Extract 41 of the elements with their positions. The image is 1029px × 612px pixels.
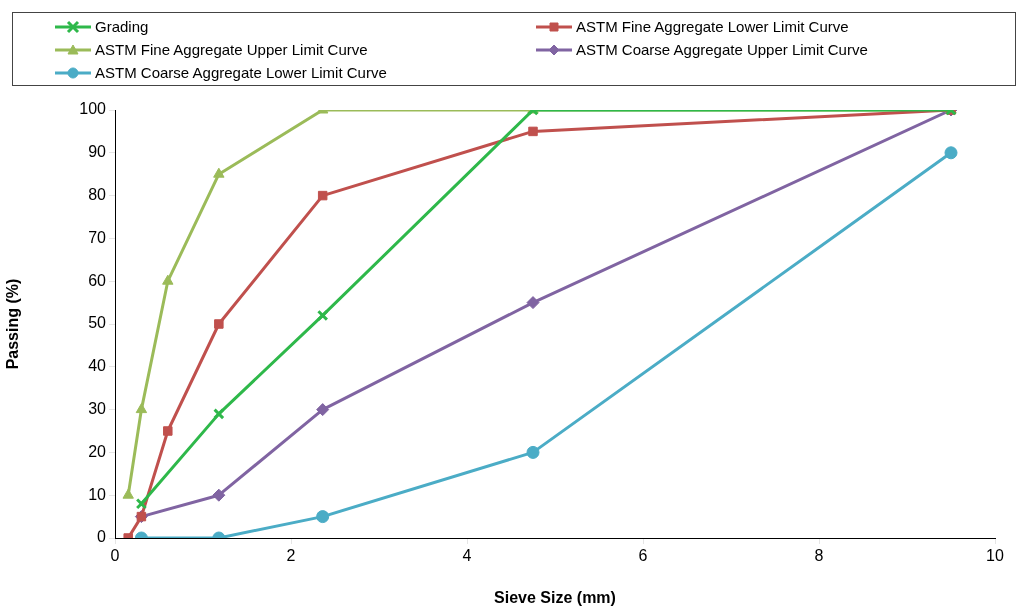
y-tick-label: 40 (88, 357, 107, 375)
point (528, 126, 538, 137)
x-tick-label: 0 (110, 547, 120, 565)
point (163, 426, 173, 436)
y-tick-label: 100 (79, 100, 107, 118)
x-axis-title: Sieve Size (mm) (494, 588, 616, 606)
y-tick-label: 60 (88, 271, 107, 289)
point (944, 146, 958, 160)
point (213, 408, 225, 420)
point (212, 488, 226, 502)
point (135, 403, 148, 414)
x-tick-label: 8 (814, 547, 824, 565)
y-tick-label: 10 (88, 485, 107, 503)
y-tick-label: 0 (97, 528, 107, 546)
legend-label: ASTM Coarse Aggregate Upper Limit Curve (576, 40, 868, 60)
y-tick-label: 50 (88, 314, 107, 332)
point (122, 488, 134, 499)
y-tick-label: 30 (88, 400, 107, 418)
point (213, 167, 225, 178)
x-tick-label: 10 (986, 547, 1004, 565)
legend-label: ASTM Fine Aggregate Lower Limit Curve (576, 16, 849, 37)
x-tick-label: 2 (286, 547, 296, 565)
legend-label: ASTM Fine Aggregate Upper Limit Curve (95, 40, 368, 60)
point (526, 445, 540, 459)
point (316, 510, 330, 524)
y-tick-label: 80 (88, 186, 107, 204)
legend-label: Grading (95, 16, 149, 37)
y-tick-label: 90 (88, 143, 107, 161)
y-tick-label: 20 (88, 442, 107, 460)
point (135, 498, 148, 510)
point (317, 190, 328, 201)
y-tick-label: 70 (88, 228, 107, 246)
point (162, 274, 174, 285)
point (316, 309, 329, 322)
x-tick-label: 4 (462, 547, 472, 565)
point (214, 319, 224, 329)
legend-label: ASTM Coarse Aggregate Lower Limit Curve (95, 63, 387, 84)
y-axis-title: Passing (%) (4, 278, 22, 370)
point (316, 403, 330, 417)
x-tick-label: 6 (638, 547, 648, 565)
point (526, 296, 540, 310)
